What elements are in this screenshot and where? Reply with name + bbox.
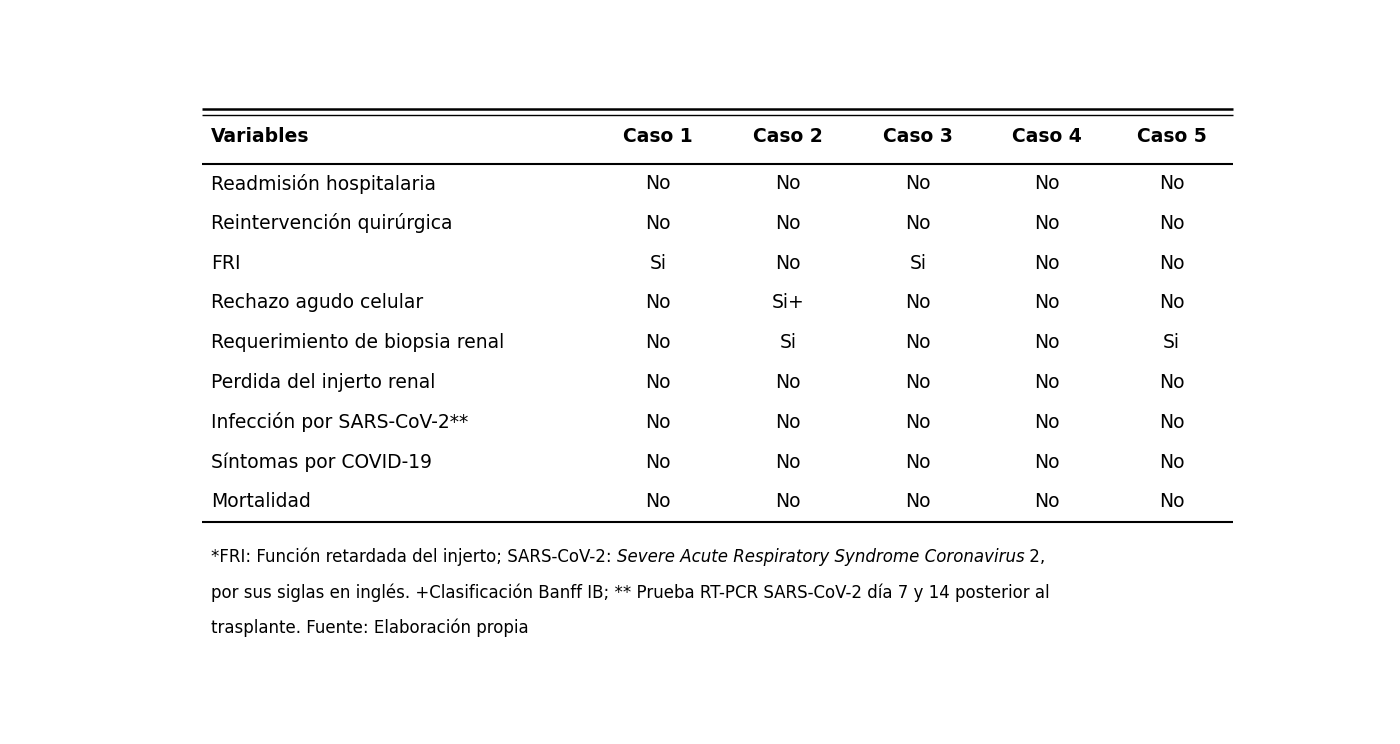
Text: No: No — [1159, 373, 1184, 392]
Text: No: No — [1159, 174, 1184, 193]
Text: No: No — [776, 174, 801, 193]
Text: No: No — [776, 214, 801, 233]
Text: Caso 2: Caso 2 — [753, 127, 823, 146]
Text: No: No — [645, 293, 671, 312]
Text: No: No — [1159, 452, 1184, 472]
Text: No: No — [645, 333, 671, 352]
Text: No: No — [906, 293, 931, 312]
Text: No: No — [776, 452, 801, 472]
Text: No: No — [1159, 413, 1184, 432]
Text: Caso 1: Caso 1 — [623, 127, 693, 146]
Text: No: No — [1035, 293, 1060, 312]
Text: Caso 5: Caso 5 — [1137, 127, 1207, 146]
Text: No: No — [906, 452, 931, 472]
Text: Variables: Variables — [211, 127, 309, 146]
Text: No: No — [776, 254, 801, 273]
Text: Requerimiento de biopsia renal: Requerimiento de biopsia renal — [211, 333, 504, 352]
Text: Mortalidad: Mortalidad — [211, 493, 311, 511]
Text: No: No — [1035, 333, 1060, 352]
Text: Rechazo agudo celular: Rechazo agudo celular — [211, 293, 423, 312]
Text: FRI: FRI — [211, 254, 241, 273]
Text: No: No — [645, 214, 671, 233]
Text: No: No — [1035, 373, 1060, 392]
Text: Readmisión hospitalaria: Readmisión hospitalaria — [211, 173, 435, 193]
Text: No: No — [1159, 254, 1184, 273]
Text: Si: Si — [910, 254, 927, 273]
Text: Severe Acute Respiratory Syndrome Coronavirus: Severe Acute Respiratory Syndrome Corona… — [616, 548, 1025, 565]
Text: *FRI: Función retardada del injerto; SARS-CoV-2:: *FRI: Función retardada del injerto; SAR… — [211, 548, 616, 566]
Text: Caso 4: Caso 4 — [1012, 127, 1082, 146]
Text: Perdida del injerto renal: Perdida del injerto renal — [211, 373, 435, 392]
Text: No: No — [1159, 214, 1184, 233]
Text: Si: Si — [780, 333, 797, 352]
Text: No: No — [645, 174, 671, 193]
Text: No: No — [1159, 493, 1184, 511]
Text: No: No — [776, 413, 801, 432]
Text: Caso 3: Caso 3 — [883, 127, 953, 146]
Text: No: No — [645, 373, 671, 392]
Text: No: No — [906, 174, 931, 193]
Text: Si: Si — [650, 254, 666, 273]
Text: No: No — [1159, 293, 1184, 312]
Text: Si: Si — [1163, 333, 1180, 352]
Text: Si+: Si+ — [771, 293, 805, 312]
Text: trasplante. Fuente: Elaboración propia: trasplante. Fuente: Elaboración propia — [211, 618, 528, 637]
Text: Infección por SARS-CoV-2**: Infección por SARS-CoV-2** — [211, 412, 468, 432]
Text: Síntomas por COVID-19: Síntomas por COVID-19 — [211, 452, 431, 472]
Text: No: No — [906, 373, 931, 392]
Text: No: No — [906, 413, 931, 432]
Text: No: No — [906, 214, 931, 233]
Text: No: No — [1035, 174, 1060, 193]
Text: No: No — [1035, 452, 1060, 472]
Text: No: No — [1035, 493, 1060, 511]
Text: No: No — [1035, 214, 1060, 233]
Text: No: No — [906, 493, 931, 511]
Text: No: No — [645, 452, 671, 472]
Text: por sus siglas en inglés. +Clasificación Banff IB; ** Prueba RT-PCR SARS-CoV-2 d: por sus siglas en inglés. +Clasificación… — [211, 583, 1050, 602]
Text: No: No — [645, 493, 671, 511]
Text: No: No — [776, 373, 801, 392]
Text: 2,: 2, — [1025, 548, 1046, 565]
Text: No: No — [1035, 254, 1060, 273]
Text: No: No — [1035, 413, 1060, 432]
Text: No: No — [645, 413, 671, 432]
Text: No: No — [906, 333, 931, 352]
Text: Reintervención quirúrgica: Reintervención quirúrgica — [211, 214, 452, 234]
Text: No: No — [776, 493, 801, 511]
